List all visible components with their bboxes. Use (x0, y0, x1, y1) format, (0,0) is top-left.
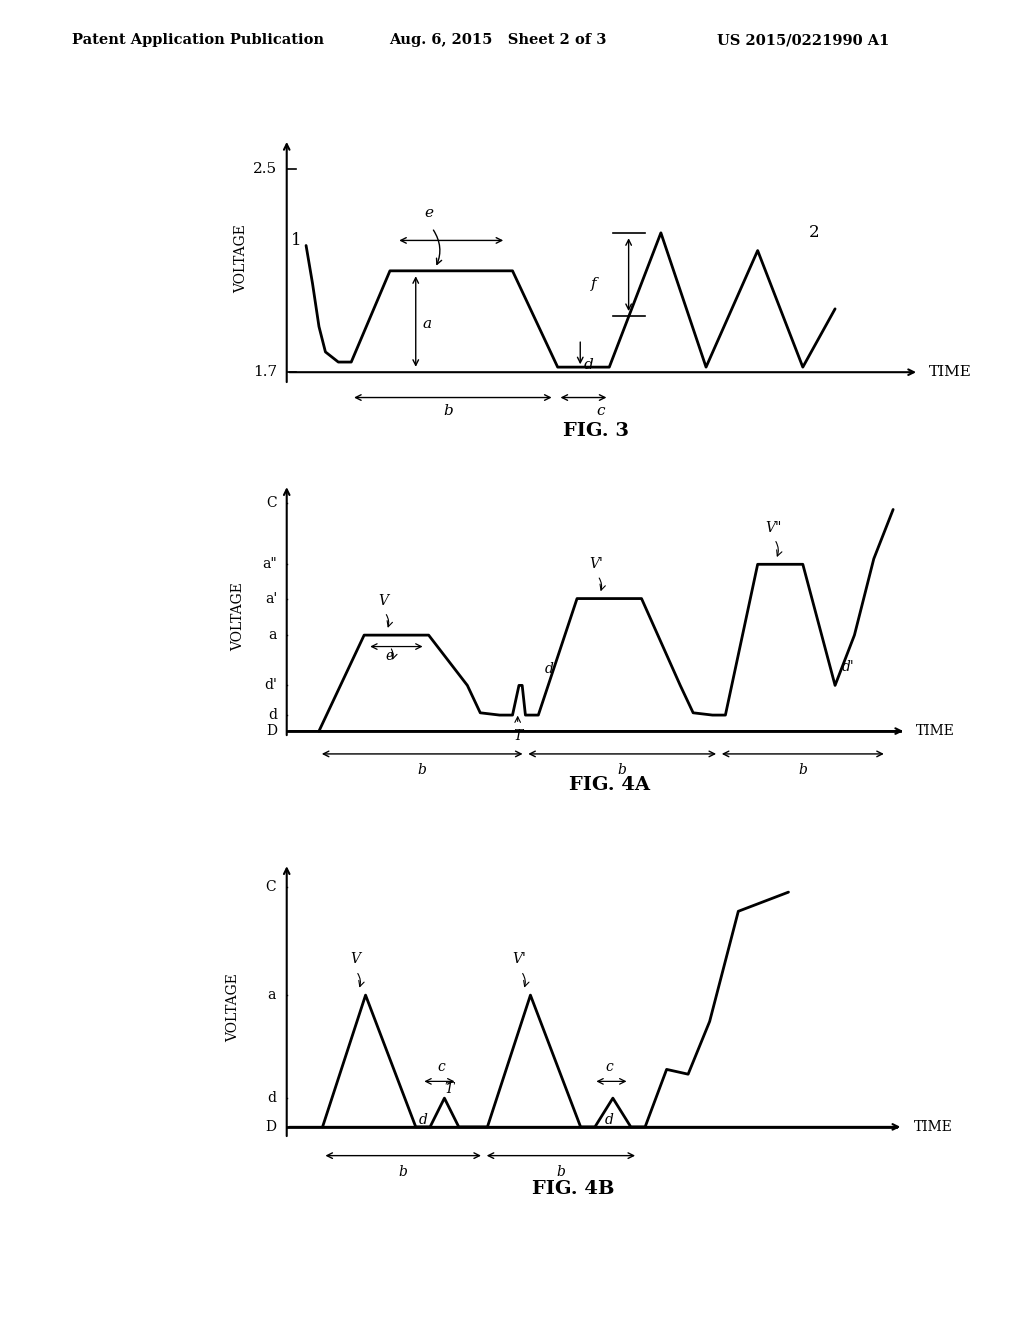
Text: US 2015/0221990 A1: US 2015/0221990 A1 (717, 33, 889, 48)
Text: b: b (398, 1166, 408, 1179)
Text: d: d (419, 1113, 427, 1126)
Text: D: D (265, 1119, 276, 1134)
Text: VOLTAGE: VOLTAGE (234, 223, 249, 293)
Text: d: d (545, 663, 554, 676)
Text: 2.5: 2.5 (253, 162, 278, 177)
Text: f: f (591, 276, 596, 290)
Text: TIME: TIME (929, 366, 972, 379)
Text: a: a (268, 628, 278, 642)
Text: b: b (443, 404, 453, 418)
Text: b: b (418, 763, 427, 777)
Text: T: T (513, 729, 522, 743)
Text: b: b (799, 763, 807, 777)
Text: d: d (584, 358, 593, 372)
Text: FIG. 4B: FIG. 4B (532, 1180, 614, 1197)
Text: c: c (596, 404, 605, 418)
Text: d': d' (842, 660, 854, 675)
Text: VOLTAGE: VOLTAGE (231, 582, 246, 651)
Text: FIG. 3: FIG. 3 (563, 421, 630, 440)
Text: e: e (386, 648, 394, 663)
Text: c: c (437, 1060, 444, 1074)
Text: C: C (266, 495, 278, 510)
Text: T: T (444, 1082, 454, 1096)
Text: 2: 2 (809, 224, 820, 242)
Text: a: a (422, 317, 431, 331)
Text: D: D (266, 725, 278, 738)
Text: 1.7: 1.7 (253, 366, 278, 379)
Text: V": V" (766, 520, 782, 535)
Text: b: b (617, 763, 627, 777)
Text: d: d (268, 708, 278, 722)
Text: a: a (267, 989, 276, 1002)
Text: d: d (267, 1092, 276, 1105)
Text: V': V' (590, 557, 603, 572)
Text: TIME: TIME (913, 1119, 952, 1134)
Text: b: b (556, 1166, 565, 1179)
Text: a": a" (262, 557, 278, 572)
Text: FIG. 4A: FIG. 4A (568, 776, 650, 793)
Text: e: e (424, 206, 433, 220)
Text: c: c (605, 1060, 613, 1074)
Text: V: V (350, 953, 359, 966)
Text: d': d' (264, 678, 278, 693)
Text: d: d (605, 1113, 613, 1126)
Text: Aug. 6, 2015   Sheet 2 of 3: Aug. 6, 2015 Sheet 2 of 3 (389, 33, 606, 48)
Text: Patent Application Publication: Patent Application Publication (72, 33, 324, 48)
Text: C: C (265, 880, 276, 895)
Text: 1: 1 (291, 232, 302, 249)
Text: VOLTAGE: VOLTAGE (226, 973, 240, 1041)
Text: a': a' (265, 591, 278, 606)
Text: V: V (379, 594, 388, 607)
Text: V': V' (513, 953, 526, 966)
Text: TIME: TIME (915, 725, 954, 738)
